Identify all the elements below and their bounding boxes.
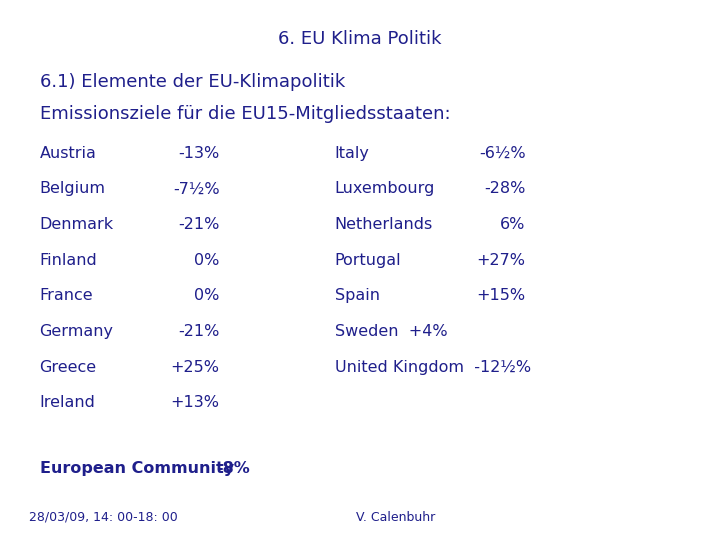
Text: European Community: European Community xyxy=(40,461,234,476)
Text: Sweden  +4%: Sweden +4% xyxy=(335,324,447,339)
Text: -21%: -21% xyxy=(179,324,220,339)
Text: Emissionsziele für die EU15-Mitgliedsstaaten:: Emissionsziele für die EU15-Mitgliedssta… xyxy=(40,105,450,123)
Text: Luxembourg: Luxembourg xyxy=(335,181,435,197)
Text: Denmark: Denmark xyxy=(40,217,114,232)
Text: +27%: +27% xyxy=(477,253,526,268)
Text: Portugal: Portugal xyxy=(335,253,402,268)
Text: -8%: -8% xyxy=(216,461,250,476)
Text: 28/03/09, 14: 00-18: 00: 28/03/09, 14: 00-18: 00 xyxy=(29,511,178,524)
Text: Ireland: Ireland xyxy=(40,395,96,410)
Text: -6½%: -6½% xyxy=(479,146,526,161)
Text: 6.1) Elemente der EU-Klimapolitik: 6.1) Elemente der EU-Klimapolitik xyxy=(40,73,345,91)
Text: Finland: Finland xyxy=(40,253,97,268)
Text: Belgium: Belgium xyxy=(40,181,106,197)
Text: 6%: 6% xyxy=(500,217,526,232)
Text: +15%: +15% xyxy=(477,288,526,303)
Text: Spain: Spain xyxy=(335,288,380,303)
Text: V. Calenbuhr: V. Calenbuhr xyxy=(356,511,436,524)
Text: Greece: Greece xyxy=(40,360,96,375)
Text: -7½%: -7½% xyxy=(173,181,220,197)
Text: +13%: +13% xyxy=(171,395,220,410)
Text: 0%: 0% xyxy=(194,253,220,268)
Text: Germany: Germany xyxy=(40,324,114,339)
Text: +25%: +25% xyxy=(171,360,220,375)
Text: Austria: Austria xyxy=(40,146,96,161)
Text: Italy: Italy xyxy=(335,146,369,161)
Text: United Kingdom  -12½%: United Kingdom -12½% xyxy=(335,360,531,375)
Text: 0%: 0% xyxy=(194,288,220,303)
Text: France: France xyxy=(40,288,93,303)
Text: -28%: -28% xyxy=(485,181,526,197)
Text: Netherlands: Netherlands xyxy=(335,217,433,232)
Text: -21%: -21% xyxy=(179,217,220,232)
Text: -13%: -13% xyxy=(179,146,220,161)
Text: 6. EU Klima Politik: 6. EU Klima Politik xyxy=(278,30,442,48)
